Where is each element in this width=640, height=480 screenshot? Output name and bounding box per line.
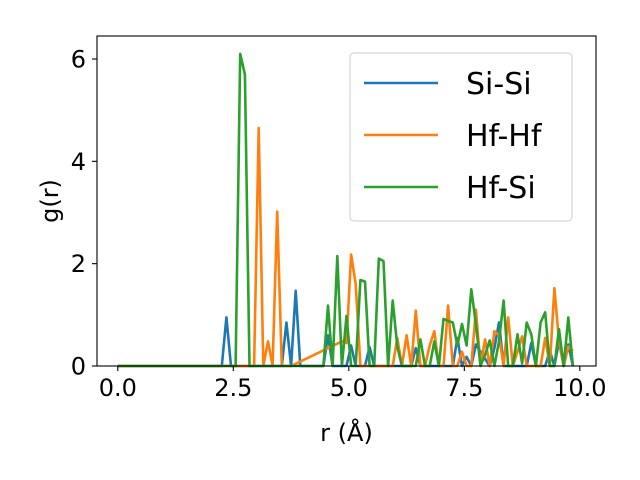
x-axis-label: r (Å) [320, 418, 373, 447]
x-tick-label: 0.0 [99, 374, 137, 402]
y-tick-label: 2 [71, 250, 86, 278]
y-tick-label: 4 [71, 148, 86, 176]
x-axis-ticks: 0.0 2.5 5.0 7.5 10.0 [99, 366, 607, 402]
legend-box [349, 52, 573, 222]
legend: Si-Si Hf-Hf Hf-Si [349, 52, 573, 222]
x-tick-label: 7.5 [445, 374, 483, 402]
legend-label-hf-si: Hf-Si [466, 171, 536, 206]
x-tick-label: 2.5 [214, 374, 252, 402]
y-axis-label: g(r) [36, 179, 64, 223]
x-tick-label: 5.0 [330, 374, 368, 402]
y-tick-label: 6 [71, 46, 86, 74]
legend-label-si-si: Si-Si [466, 67, 532, 102]
y-tick-label: 0 [71, 353, 86, 381]
x-tick-label: 10.0 [553, 374, 606, 402]
y-axis-ticks: 0 2 4 6 [71, 46, 97, 381]
plot-frame [96, 35, 597, 367]
legend-label-hf-hf: Hf-Hf [466, 119, 543, 154]
